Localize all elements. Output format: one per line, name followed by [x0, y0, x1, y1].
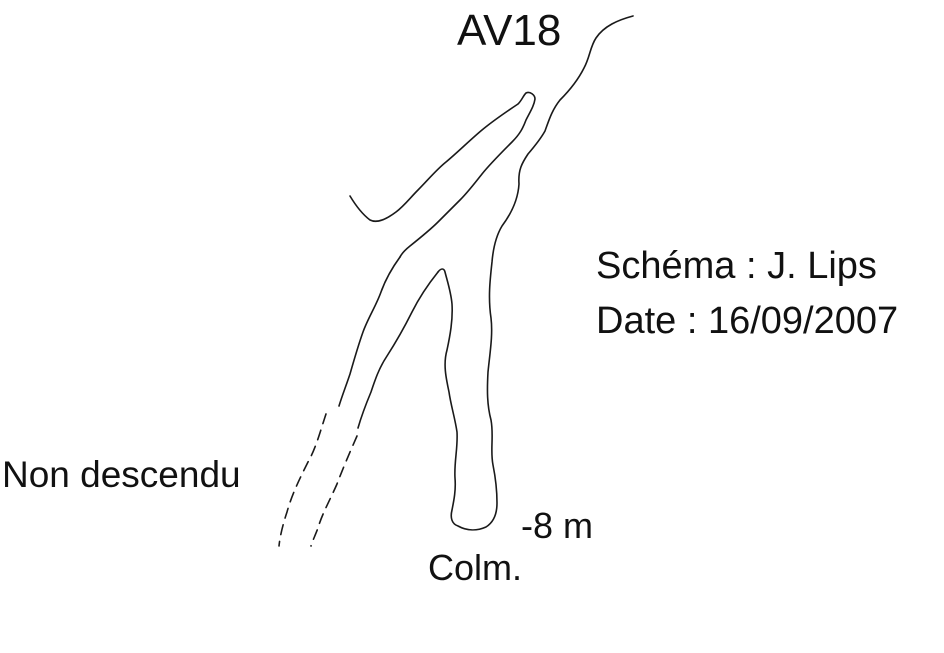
not-descended-label: Non descendu — [2, 454, 241, 495]
cave-wall-dashed-right — [310, 435, 358, 547]
cave-wall-dashed-left — [278, 413, 327, 547]
cave-wall-outer-right — [437, 15, 634, 531]
cave-wall-left-branch-inner — [357, 271, 439, 429]
bottom-label: Colm. — [428, 547, 523, 588]
author-line: Schéma : J. Lips — [596, 245, 877, 287]
depth-label: -8 m — [521, 505, 593, 546]
date-line: Date : 16/09/2007 — [596, 300, 899, 342]
cave-wall-upper-inlet — [349, 91, 536, 258]
cave-wall-left-branch-outer — [338, 256, 401, 407]
cave-name-title: AV18 — [457, 6, 562, 55]
